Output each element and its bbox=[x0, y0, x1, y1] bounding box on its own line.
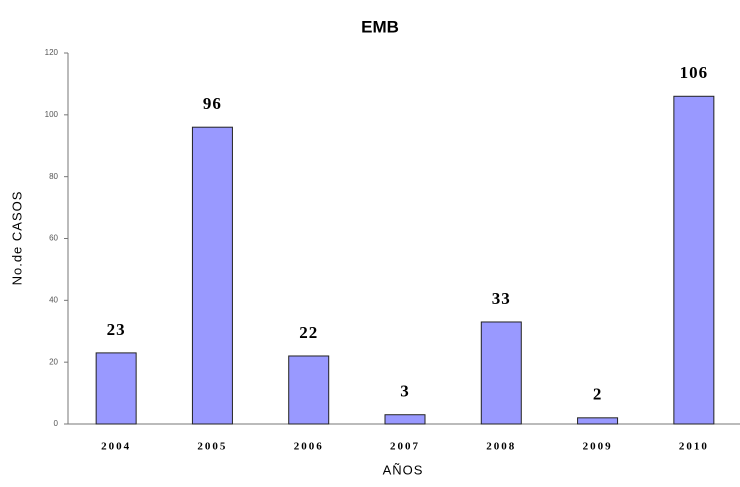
data-label: 2 bbox=[593, 385, 603, 404]
x-tick-label: 2009 bbox=[583, 441, 613, 453]
y-axis-label: No.de CASOS bbox=[9, 191, 24, 286]
data-label: 3 bbox=[400, 382, 410, 401]
bar bbox=[673, 95, 715, 425]
data-label: 106 bbox=[680, 63, 709, 82]
data-label: 33 bbox=[492, 289, 511, 308]
x-tick-label: 2005 bbox=[197, 441, 227, 453]
x-tick-label: 2007 bbox=[390, 441, 420, 453]
x-axis-label: AÑOS bbox=[383, 462, 424, 477]
chart-title: EMB bbox=[361, 17, 399, 36]
x-tick-label: 2004 bbox=[101, 441, 131, 453]
y-tick-label: 80 bbox=[49, 172, 58, 181]
bar bbox=[577, 417, 619, 425]
bar bbox=[191, 126, 233, 425]
data-label: 96 bbox=[203, 94, 222, 113]
bar bbox=[95, 352, 137, 425]
y-tick-label: 60 bbox=[49, 234, 58, 243]
data-label: 22 bbox=[299, 323, 318, 342]
bar bbox=[384, 414, 426, 425]
bar bbox=[288, 355, 330, 425]
x-tick-label: 2010 bbox=[679, 441, 709, 453]
y-tick-label: 0 bbox=[54, 419, 59, 428]
y-tick-label: 120 bbox=[45, 48, 59, 57]
y-tick-label: 40 bbox=[49, 295, 58, 304]
x-tick-label: 2006 bbox=[294, 441, 324, 453]
bar bbox=[480, 321, 522, 425]
y-tick-label: 20 bbox=[49, 357, 58, 366]
data-label: 23 bbox=[107, 320, 126, 339]
x-tick-label: 2008 bbox=[486, 441, 516, 453]
y-tick-label: 100 bbox=[45, 110, 59, 119]
